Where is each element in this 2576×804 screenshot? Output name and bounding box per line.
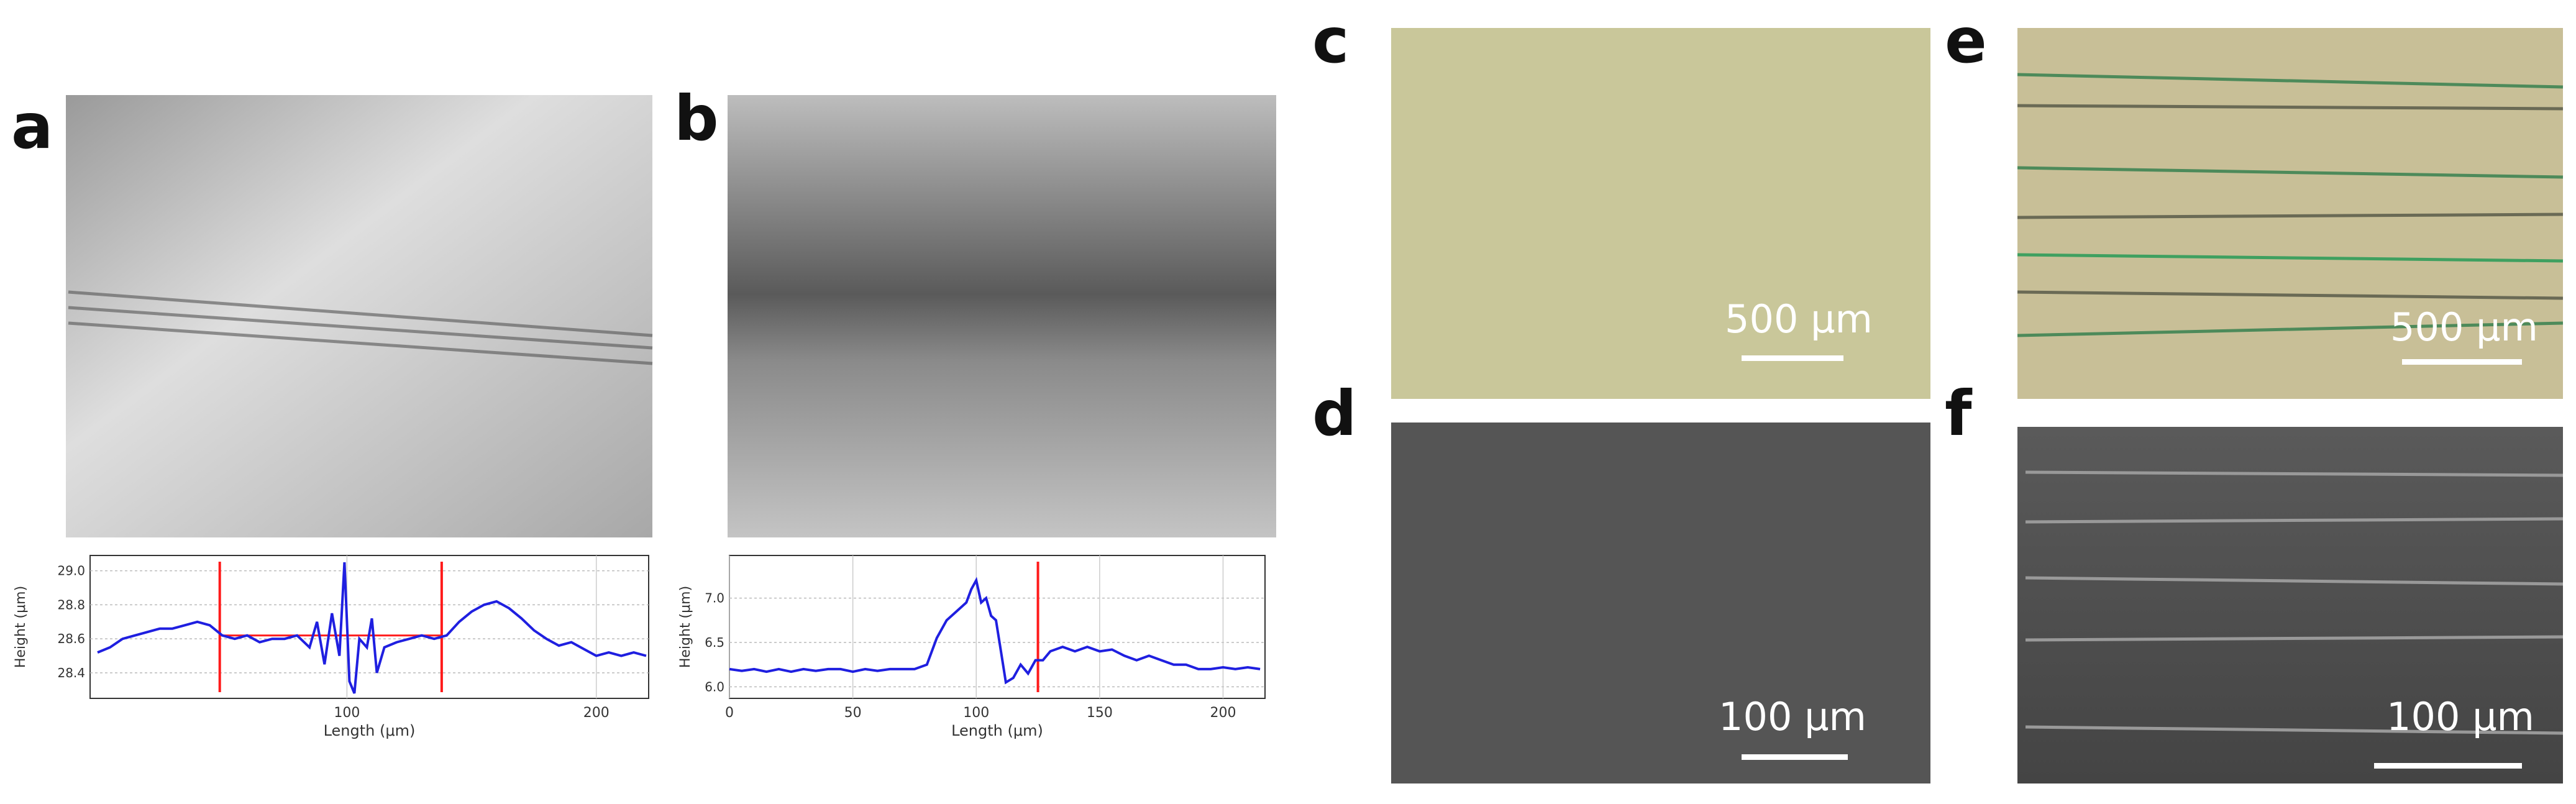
scale-bar-label: 500 μm (2390, 304, 2538, 350)
panel-label: d (1312, 377, 1357, 450)
scale-bar (1742, 355, 1843, 361)
scale-bar-label: 100 μm (1719, 694, 1866, 739)
x-tick-label: 150 (1087, 705, 1113, 721)
x-tick-label: 0 (725, 705, 734, 721)
scale-bar (2402, 359, 2522, 365)
micrograph-d (1391, 423, 1930, 783)
x-tick-label: 200 (1210, 705, 1236, 721)
panel-label: a (11, 90, 53, 163)
scale-bar (1742, 754, 1848, 760)
micrograph-b (728, 95, 1276, 537)
panel-label: c (1312, 4, 1349, 77)
scale-bar-label: 100 μm (2386, 694, 2534, 739)
y-tick-label: 7.0 (705, 591, 724, 606)
y-tick-label: 28.4 (57, 665, 85, 680)
panel-label: f (1945, 377, 1973, 450)
x-tick-label: 200 (583, 705, 610, 721)
x-axis-label: Length (μm) (324, 722, 416, 739)
scratches-e (2017, 73, 2564, 337)
panel-label: b (674, 82, 719, 155)
x-tick-label: 50 (844, 705, 862, 721)
y-tick-label: 6.5 (705, 635, 724, 650)
x-axis-label: Length (μm) (951, 722, 1043, 739)
x-tick-label: 100 (334, 705, 360, 721)
wear-track-a (68, 290, 653, 365)
scale-bar-label: 500 μm (1725, 296, 1873, 342)
y-axis-label: Height (μm) (13, 586, 29, 668)
scale-bar (2374, 763, 2522, 769)
y-axis-label: Height (μm) (678, 586, 693, 668)
scratches-f (2025, 470, 2564, 735)
micrograph-a (66, 95, 652, 537)
y-tick-label: 28.8 (57, 597, 85, 612)
panel-label: e (1945, 4, 1987, 77)
y-tick-label: 28.6 (57, 631, 85, 646)
y-tick-label: 6.0 (705, 679, 724, 694)
x-tick-label: 100 (963, 705, 989, 721)
profile-line (97, 562, 647, 694)
profile-line (729, 577, 1261, 685)
y-tick-label: 29.0 (57, 564, 85, 578)
micrograph-c (1391, 28, 1930, 399)
micrograph-f (2017, 427, 2563, 783)
